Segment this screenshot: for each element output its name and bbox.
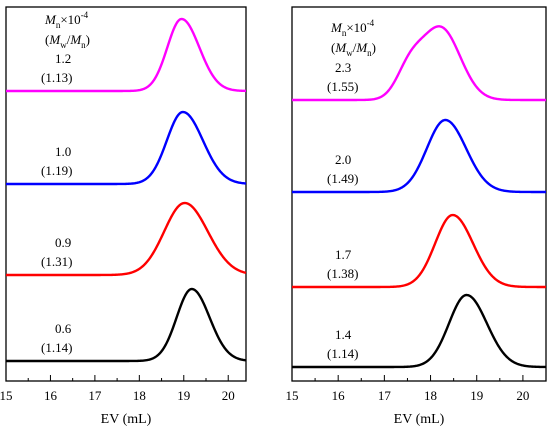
x-tick-label: 19 — [470, 388, 483, 403]
x-axis-label: EV (mL) — [101, 412, 152, 427]
series-pdi-label: (1.14) — [41, 340, 72, 355]
series-line-0.9 — [5, 201, 247, 277]
x-axis-label: EV (mL) — [394, 412, 445, 427]
series-line-2.3 — [291, 25, 547, 102]
series-line-1.2 — [5, 17, 247, 93]
series-mn-label: 0.9 — [55, 235, 71, 250]
series-mn-label: 1.0 — [55, 144, 71, 159]
series-line-1.0 — [5, 110, 247, 186]
series-pdi-label: (1.55) — [327, 79, 358, 94]
mn-header-label: Mn×10-4 — [330, 18, 375, 38]
series-pdi-label: (1.19) — [41, 163, 72, 178]
x-tick-label: 18 — [424, 388, 437, 403]
x-tick-label: 18 — [133, 388, 146, 403]
plot-frame-left — [5, 6, 247, 382]
series-pdi-label: (1.38) — [327, 266, 358, 281]
series-line-1.4 — [291, 293, 547, 369]
x-tick-label: 15 — [286, 388, 299, 403]
x-tick-label: 17 — [88, 388, 102, 403]
series-pdi-label: (1.31) — [41, 254, 72, 269]
series-line-1.7 — [291, 213, 547, 289]
pdi-header-label: (Mw/Mn) — [45, 32, 90, 50]
series-pdi-label: (1.49) — [327, 171, 358, 186]
pdi-header-label: (Mw/Mn) — [331, 40, 376, 58]
x-tick-label: 17 — [378, 388, 392, 403]
x-tick-label: 20 — [516, 388, 529, 403]
x-tick-label: 15 — [0, 388, 13, 403]
series-line-2.0 — [291, 118, 547, 194]
series-mn-label: 2.0 — [335, 152, 351, 167]
series-mn-label: 1.4 — [335, 327, 352, 342]
x-tick-label: 16 — [44, 388, 58, 403]
x-tick-label: 16 — [332, 388, 346, 403]
series-mn-label: 1.7 — [335, 247, 352, 262]
panel-left: 15 16 17 18 19 20 EV (mL) Mn×10-4 (Mw/Mn)1.2 (1.1… — [0, 6, 247, 427]
panel-right: 15 16 17 18 19 20 EV (mL) Mn×10-4 (Mw/Mn) 2.3 (1.5… — [286, 6, 547, 427]
series-mn-label: 1.2 — [55, 51, 71, 66]
series-mn-label: 2.3 — [335, 60, 351, 75]
series-line-0.6 — [5, 287, 247, 363]
mn-header-label: Mn×10-4 — [44, 10, 89, 30]
series-pdi-label: (1.13) — [41, 70, 72, 85]
plot-frame-right — [291, 6, 547, 382]
x-tick-label: 20 — [222, 388, 235, 403]
series-mn-label: 0.6 — [55, 321, 72, 336]
x-tick-label: 19 — [177, 388, 190, 403]
series-pdi-label: (1.14) — [327, 346, 358, 361]
